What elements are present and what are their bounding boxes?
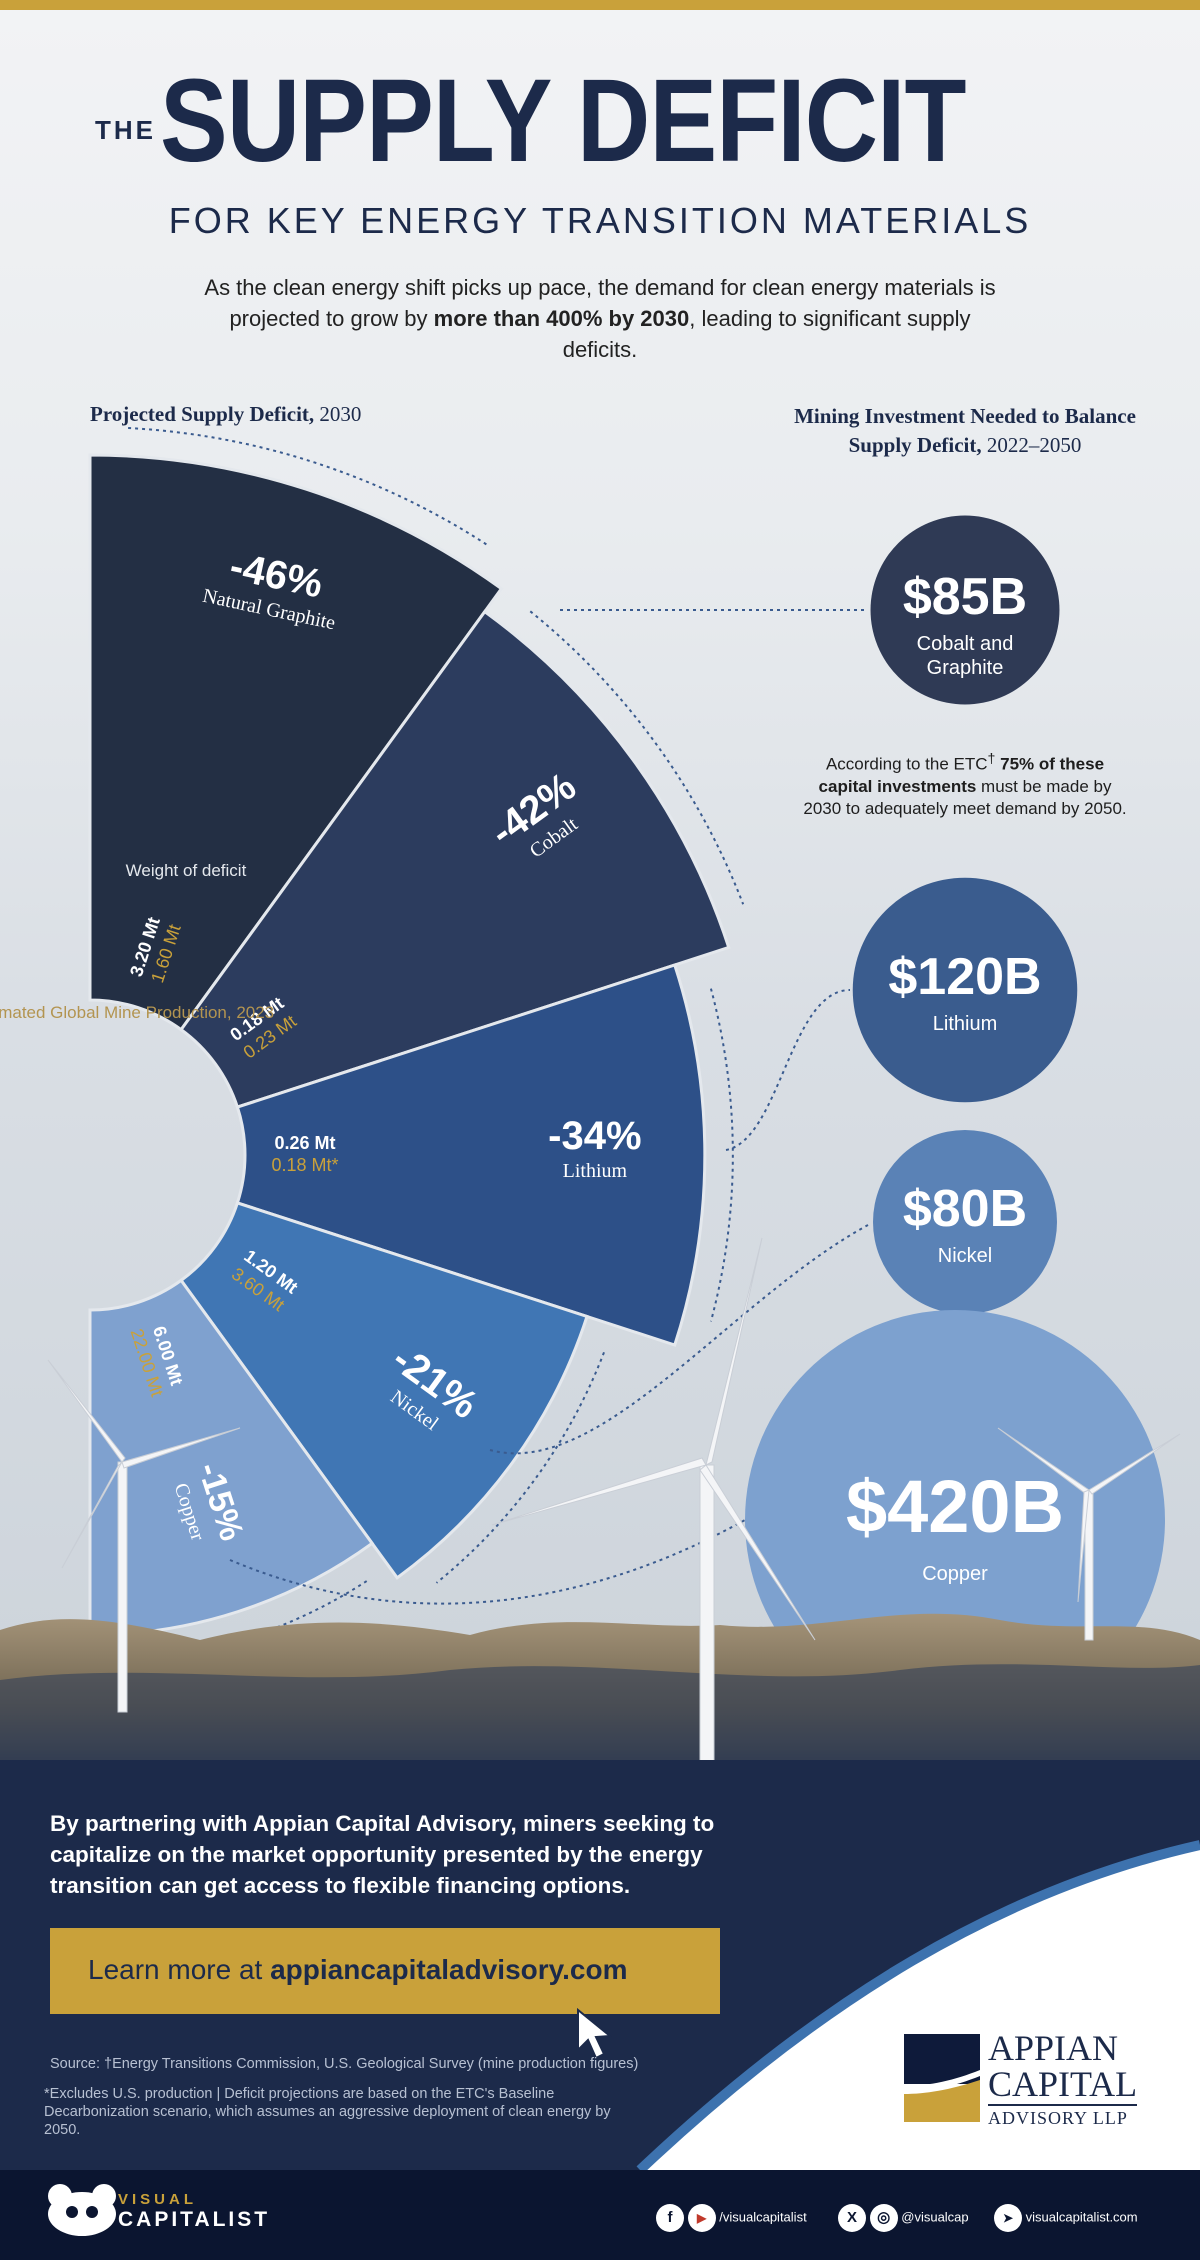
investment-label: Copper	[922, 1563, 988, 1585]
cta-prefix: Learn more at	[88, 1954, 271, 1985]
bracket-guide	[529, 610, 745, 905]
investment-value: $120B	[888, 948, 1041, 1006]
investment-label: Nickel	[938, 1245, 992, 1267]
etc-note: According to the ETC† 75% of these capit…	[803, 751, 1127, 818]
social-youtube-facebook[interactable]: f ▶ /visualcapitalist	[656, 2204, 807, 2232]
logo-line-2: CAPITAL	[988, 2064, 1138, 2104]
source-text: Source: †Energy Transitions Commission, …	[50, 2056, 639, 2072]
footnote-text: *Excludes U.S. production | Deficit proj…	[44, 2086, 611, 2138]
cta-text: By partnering with Appian Capital Adviso…	[50, 1811, 715, 1898]
website-link[interactable]: visualcapitalist.com	[1025, 2209, 1138, 2225]
weight-annotation: Weight of deficit	[126, 861, 247, 880]
cursor-icon	[578, 2010, 610, 2058]
mine-production: 0.18 Mt*	[271, 1155, 338, 1175]
appian-logo: APPIAN CAPITAL ADVISORY LLP	[988, 2028, 1138, 2127]
youtube-icon[interactable]: ▶	[687, 2204, 716, 2232]
social-handle-2[interactable]: @visualcap	[901, 2209, 969, 2225]
connector-line	[229, 1519, 746, 1605]
cursor-link-icon[interactable]: ➤	[994, 2204, 1022, 2232]
wind-turbines	[47, 1237, 1181, 1760]
logo-line-1: APPIAN	[988, 2028, 1119, 2068]
investment-bubble	[870, 515, 1060, 705]
bracket-guide	[128, 426, 488, 546]
bracket-guide	[435, 1351, 605, 1584]
cta-url[interactable]: appiancapitaladvisory.com	[270, 1954, 628, 1985]
logo-line-3: ADVISORY LLP	[988, 2104, 1138, 2127]
top-accent-bar	[0, 0, 1200, 10]
slice-nickel	[179, 1201, 589, 1580]
slice-natural-graphite	[88, 453, 504, 1032]
vc-brand-line-1: VISUAL	[118, 2191, 198, 2208]
investment-label: Lithium	[933, 1013, 997, 1035]
learn-more-button[interactable]: Learn more at appiancapitaladvisory.com	[50, 1928, 720, 2014]
social-website[interactable]: ➤ visualcapitalist.com	[994, 2204, 1138, 2232]
vc-brand[interactable]: VISUAL CAPITALIST	[118, 2190, 270, 2230]
intro-text: As the clean energy shift picks up pace,…	[204, 275, 996, 362]
appian-logo-mark	[904, 2034, 980, 2122]
investment-value: $420B	[846, 1465, 1064, 1548]
page-title: SUPPLY DEFICIT	[160, 55, 967, 187]
investment-value: $85B	[903, 568, 1027, 626]
investment-label-2: Graphite	[927, 657, 1004, 679]
investment-bubble	[873, 1130, 1057, 1314]
slice-cobalt	[179, 609, 731, 1109]
deficit-chart-label: Projected Supply Deficit, 2030	[90, 402, 362, 426]
vc-brand-line-2: CAPITALIST	[118, 2208, 271, 2231]
instagram-icon[interactable]: ◎	[869, 2204, 898, 2232]
x-icon[interactable]: X	[838, 2204, 866, 2232]
facebook-icon[interactable]: f	[656, 2204, 684, 2232]
bracket-guide	[709, 988, 734, 1322]
investment-bubble	[745, 1310, 1165, 1700]
investment-bubble	[852, 877, 1078, 1103]
investment-value: $80B	[903, 1180, 1027, 1238]
title-prefix: THE	[95, 115, 156, 145]
deficit-label: -34%	[548, 1114, 641, 1158]
material-label: Lithium	[563, 1160, 628, 1182]
weight-of-deficit: 0.26 Mt	[274, 1133, 335, 1153]
investment-label: Cobalt and	[917, 633, 1014, 655]
white-corner-wave	[636, 1840, 1200, 2170]
social-handle-1[interactable]: /visualcapitalist	[719, 2209, 807, 2225]
page-subtitle: FOR KEY ENERGY TRANSITION MATERIALS	[168, 200, 1032, 241]
social-x-instagram[interactable]: X ◎ @visualcap	[838, 2204, 969, 2232]
slice-lithium	[235, 963, 707, 1347]
connector-line	[725, 989, 851, 1151]
production-annotation: Estimated Global Mine Production, 2023	[0, 1003, 274, 1022]
investment-label: Mining Investment Needed to Balance Supp…	[794, 404, 1136, 457]
